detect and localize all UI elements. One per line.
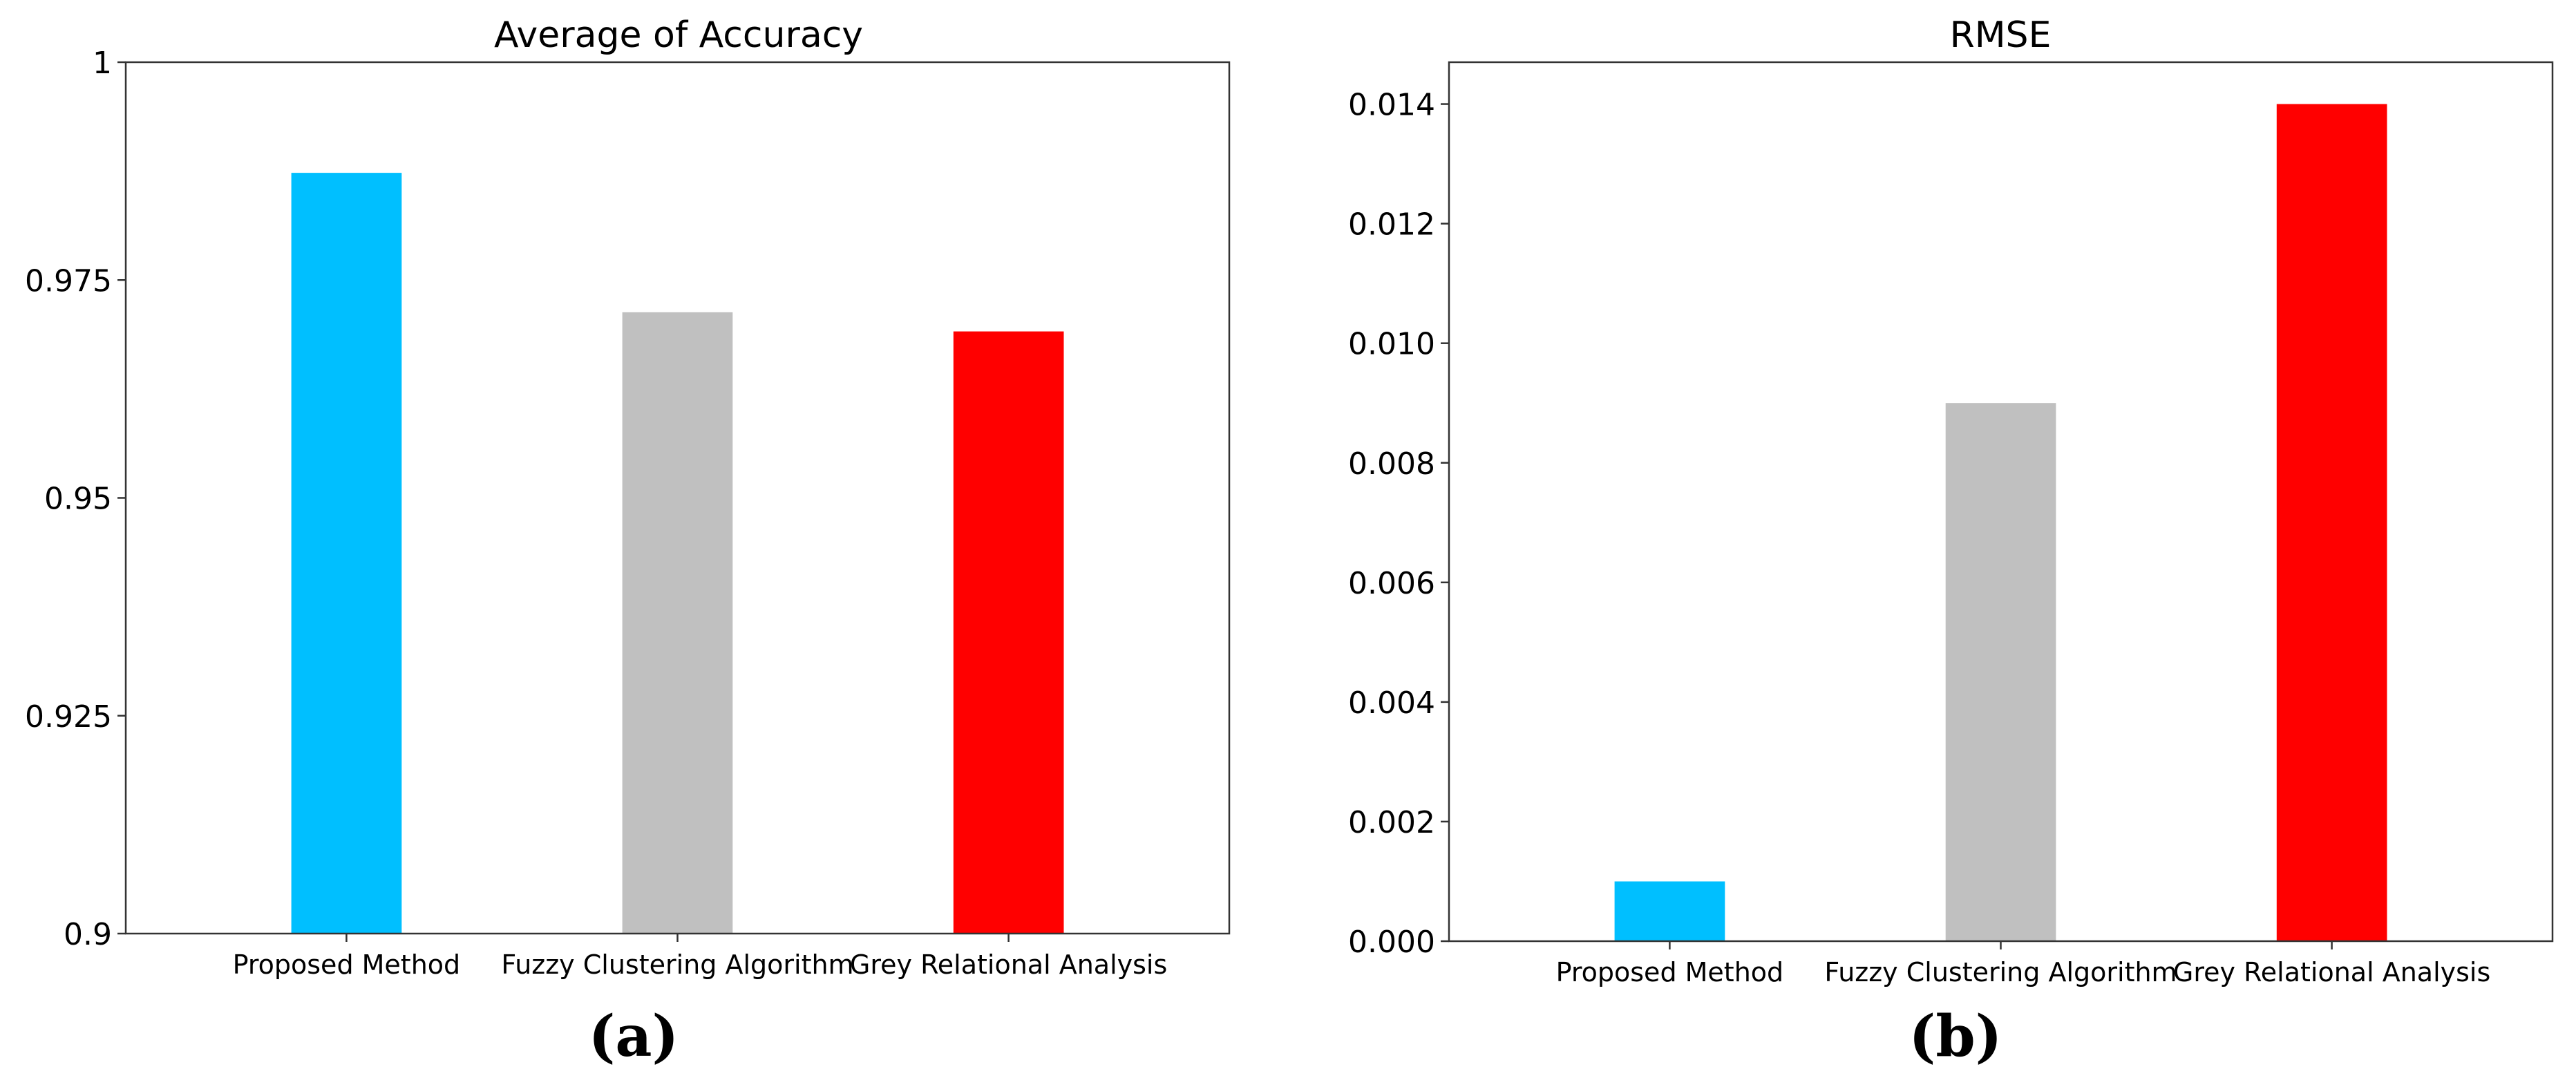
- accuracy-chart-title: Average of Accuracy: [494, 15, 863, 56]
- rmse-bar-2: [1945, 403, 2056, 941]
- rmse-bar-1: [1614, 881, 1725, 941]
- accuracy-bar-1: [291, 173, 402, 934]
- rmse-y-tick-label-7: 0.012: [1348, 207, 1435, 243]
- rmse-plot-frame: [1448, 61, 2554, 943]
- accuracy-bars: [291, 173, 1064, 934]
- accuracy-y-tick-label-4: 0.975: [25, 263, 112, 299]
- accuracy-y-tick-label-5: 1: [93, 46, 112, 81]
- accuracy-y-tick-label-3: 0.95: [44, 482, 112, 517]
- rmse-y-tick-label-1: 0.000: [1348, 925, 1435, 960]
- accuracy-panel-label: (a): [589, 1003, 679, 1070]
- rmse-panel-label: (b): [1909, 1003, 2002, 1070]
- rmse-y-tick-label-5: 0.008: [1348, 446, 1435, 482]
- accuracy-y-tick-label-1: 0.9: [64, 917, 112, 952]
- rmse-chart: RMSE 0.000 0.002 0.004 0.006 0.008 0.010 0.012…: [1348, 15, 2554, 1070]
- accuracy-x-tick-label-3: Grey Relational Analysis: [850, 949, 1167, 980]
- rmse-bars: [1614, 104, 2387, 942]
- rmse-y-tick-label-4: 0.006: [1348, 566, 1435, 601]
- accuracy-plot-frame: [124, 61, 1231, 935]
- accuracy-bar-2: [622, 312, 733, 934]
- accuracy-y-tick-label-2: 0.925: [25, 699, 112, 735]
- rmse-x-axis: Proposed Method Fuzzy Clustering Algorith…: [1556, 941, 2490, 987]
- rmse-y-tick-label-3: 0.004: [1348, 685, 1435, 721]
- rmse-x-tick-label-1: Proposed Method: [1556, 957, 1784, 987]
- rmse-y-axis: 0.000 0.002 0.004 0.006 0.008 0.010 0.012 0.014: [1348, 88, 1449, 960]
- accuracy-y-axis: 0.9 0.925 0.95 0.975 1: [25, 46, 126, 952]
- rmse-y-tick-label-8: 0.014: [1348, 88, 1435, 123]
- accuracy-bar-3: [953, 331, 1064, 934]
- rmse-y-tick-label-2: 0.002: [1348, 805, 1435, 840]
- accuracy-x-axis: Proposed Method Fuzzy Clustering Algorith…: [233, 934, 1167, 980]
- rmse-x-tick-label-2: Fuzzy Clustering Algorithm: [1824, 957, 2177, 987]
- rmse-y-tick-label-6: 0.010: [1348, 327, 1435, 362]
- accuracy-x-tick-label-1: Proposed Method: [233, 949, 461, 980]
- rmse-x-tick-label-3: Grey Relational Analysis: [2173, 957, 2490, 987]
- rmse-chart-title: RMSE: [1950, 15, 2052, 56]
- rmse-bar-3: [2276, 104, 2387, 942]
- accuracy-chart: Average of Accuracy 0.9 0.925 0.95 0.975 1 P…: [25, 15, 1231, 1070]
- accuracy-x-tick-label-2: Fuzzy Clustering Algorithm: [501, 949, 853, 980]
